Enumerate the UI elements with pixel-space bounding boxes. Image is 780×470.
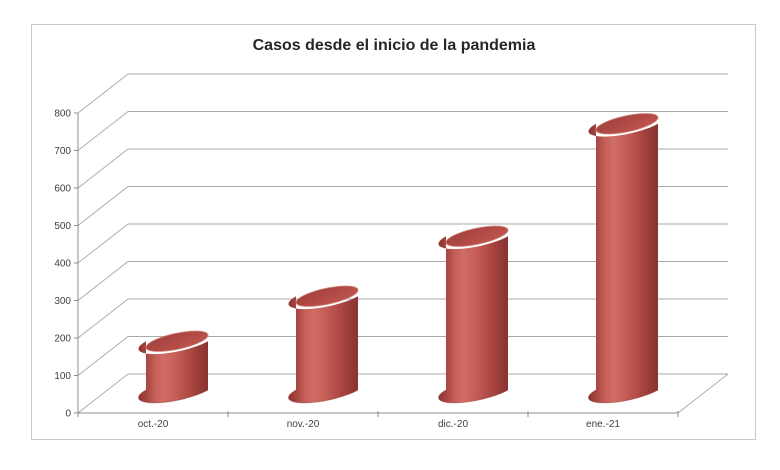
cylinder-bottom-rim <box>588 389 659 404</box>
gridline-diagonal-500 <box>77 186 129 226</box>
axis-labels-group: 0 100 200 300 400 500 600 700 800 oct.-20 nov.-20 d… <box>54 109 620 431</box>
y-tick-label-600: 600 <box>54 184 71 195</box>
chart-title: Casos desde el inicio de la pandemia <box>252 37 536 54</box>
x-category-label-0: oct.-20 <box>138 419 169 430</box>
cylinder-bottom-rim <box>288 389 359 404</box>
cylinder-body <box>288 296 358 403</box>
gridline-diagonal-800 <box>77 73 129 114</box>
cylinder-dic.-20 <box>438 225 509 404</box>
cylinder-top-cap <box>295 285 359 307</box>
cylinder-ene.-21 <box>588 113 659 404</box>
x-category-label-3: ene.-21 <box>586 419 620 430</box>
gridline-diagonal-300 <box>77 261 129 301</box>
cylinders-group <box>138 113 659 404</box>
y-tick-label-0: 0 <box>65 409 71 420</box>
cylinder-bottom-rim <box>138 389 209 404</box>
y-tick-label-800: 800 <box>54 109 71 120</box>
x-category-label-2: dic.-20 <box>438 419 468 430</box>
cylinder-body <box>438 236 508 403</box>
cylinder-oct.-20 <box>138 330 209 404</box>
gridline-diagonal-200 <box>77 298 129 339</box>
cylinder-top-cap <box>145 330 209 352</box>
axes-group <box>74 112 679 417</box>
y-tick-label-700: 700 <box>54 146 71 157</box>
y-tick-label-300: 300 <box>54 296 71 307</box>
cylinder-body <box>588 123 658 403</box>
y-tick-label-400: 400 <box>54 259 71 270</box>
gridline-diagonal-400 <box>77 223 129 264</box>
cylinder-top-cap <box>445 225 509 247</box>
cylinder-body <box>138 341 208 403</box>
y-tick-label-100: 100 <box>54 371 71 382</box>
gridline-diagonal-600 <box>77 148 129 189</box>
gridline-diagonal-100 <box>77 336 129 376</box>
cylinder-bottom-rim <box>438 389 509 404</box>
y-tick-label-200: 200 <box>54 334 71 345</box>
cylinder-nov.-20 <box>288 285 359 404</box>
gridline-diagonal-700 <box>77 111 129 151</box>
floor-right-edge <box>677 373 729 414</box>
y-tick-label-500: 500 <box>54 221 71 232</box>
x-category-label-1: nov.-20 <box>287 419 320 430</box>
gridline-diagonal-0 <box>77 373 129 414</box>
cylinder-top-cap <box>595 113 659 135</box>
